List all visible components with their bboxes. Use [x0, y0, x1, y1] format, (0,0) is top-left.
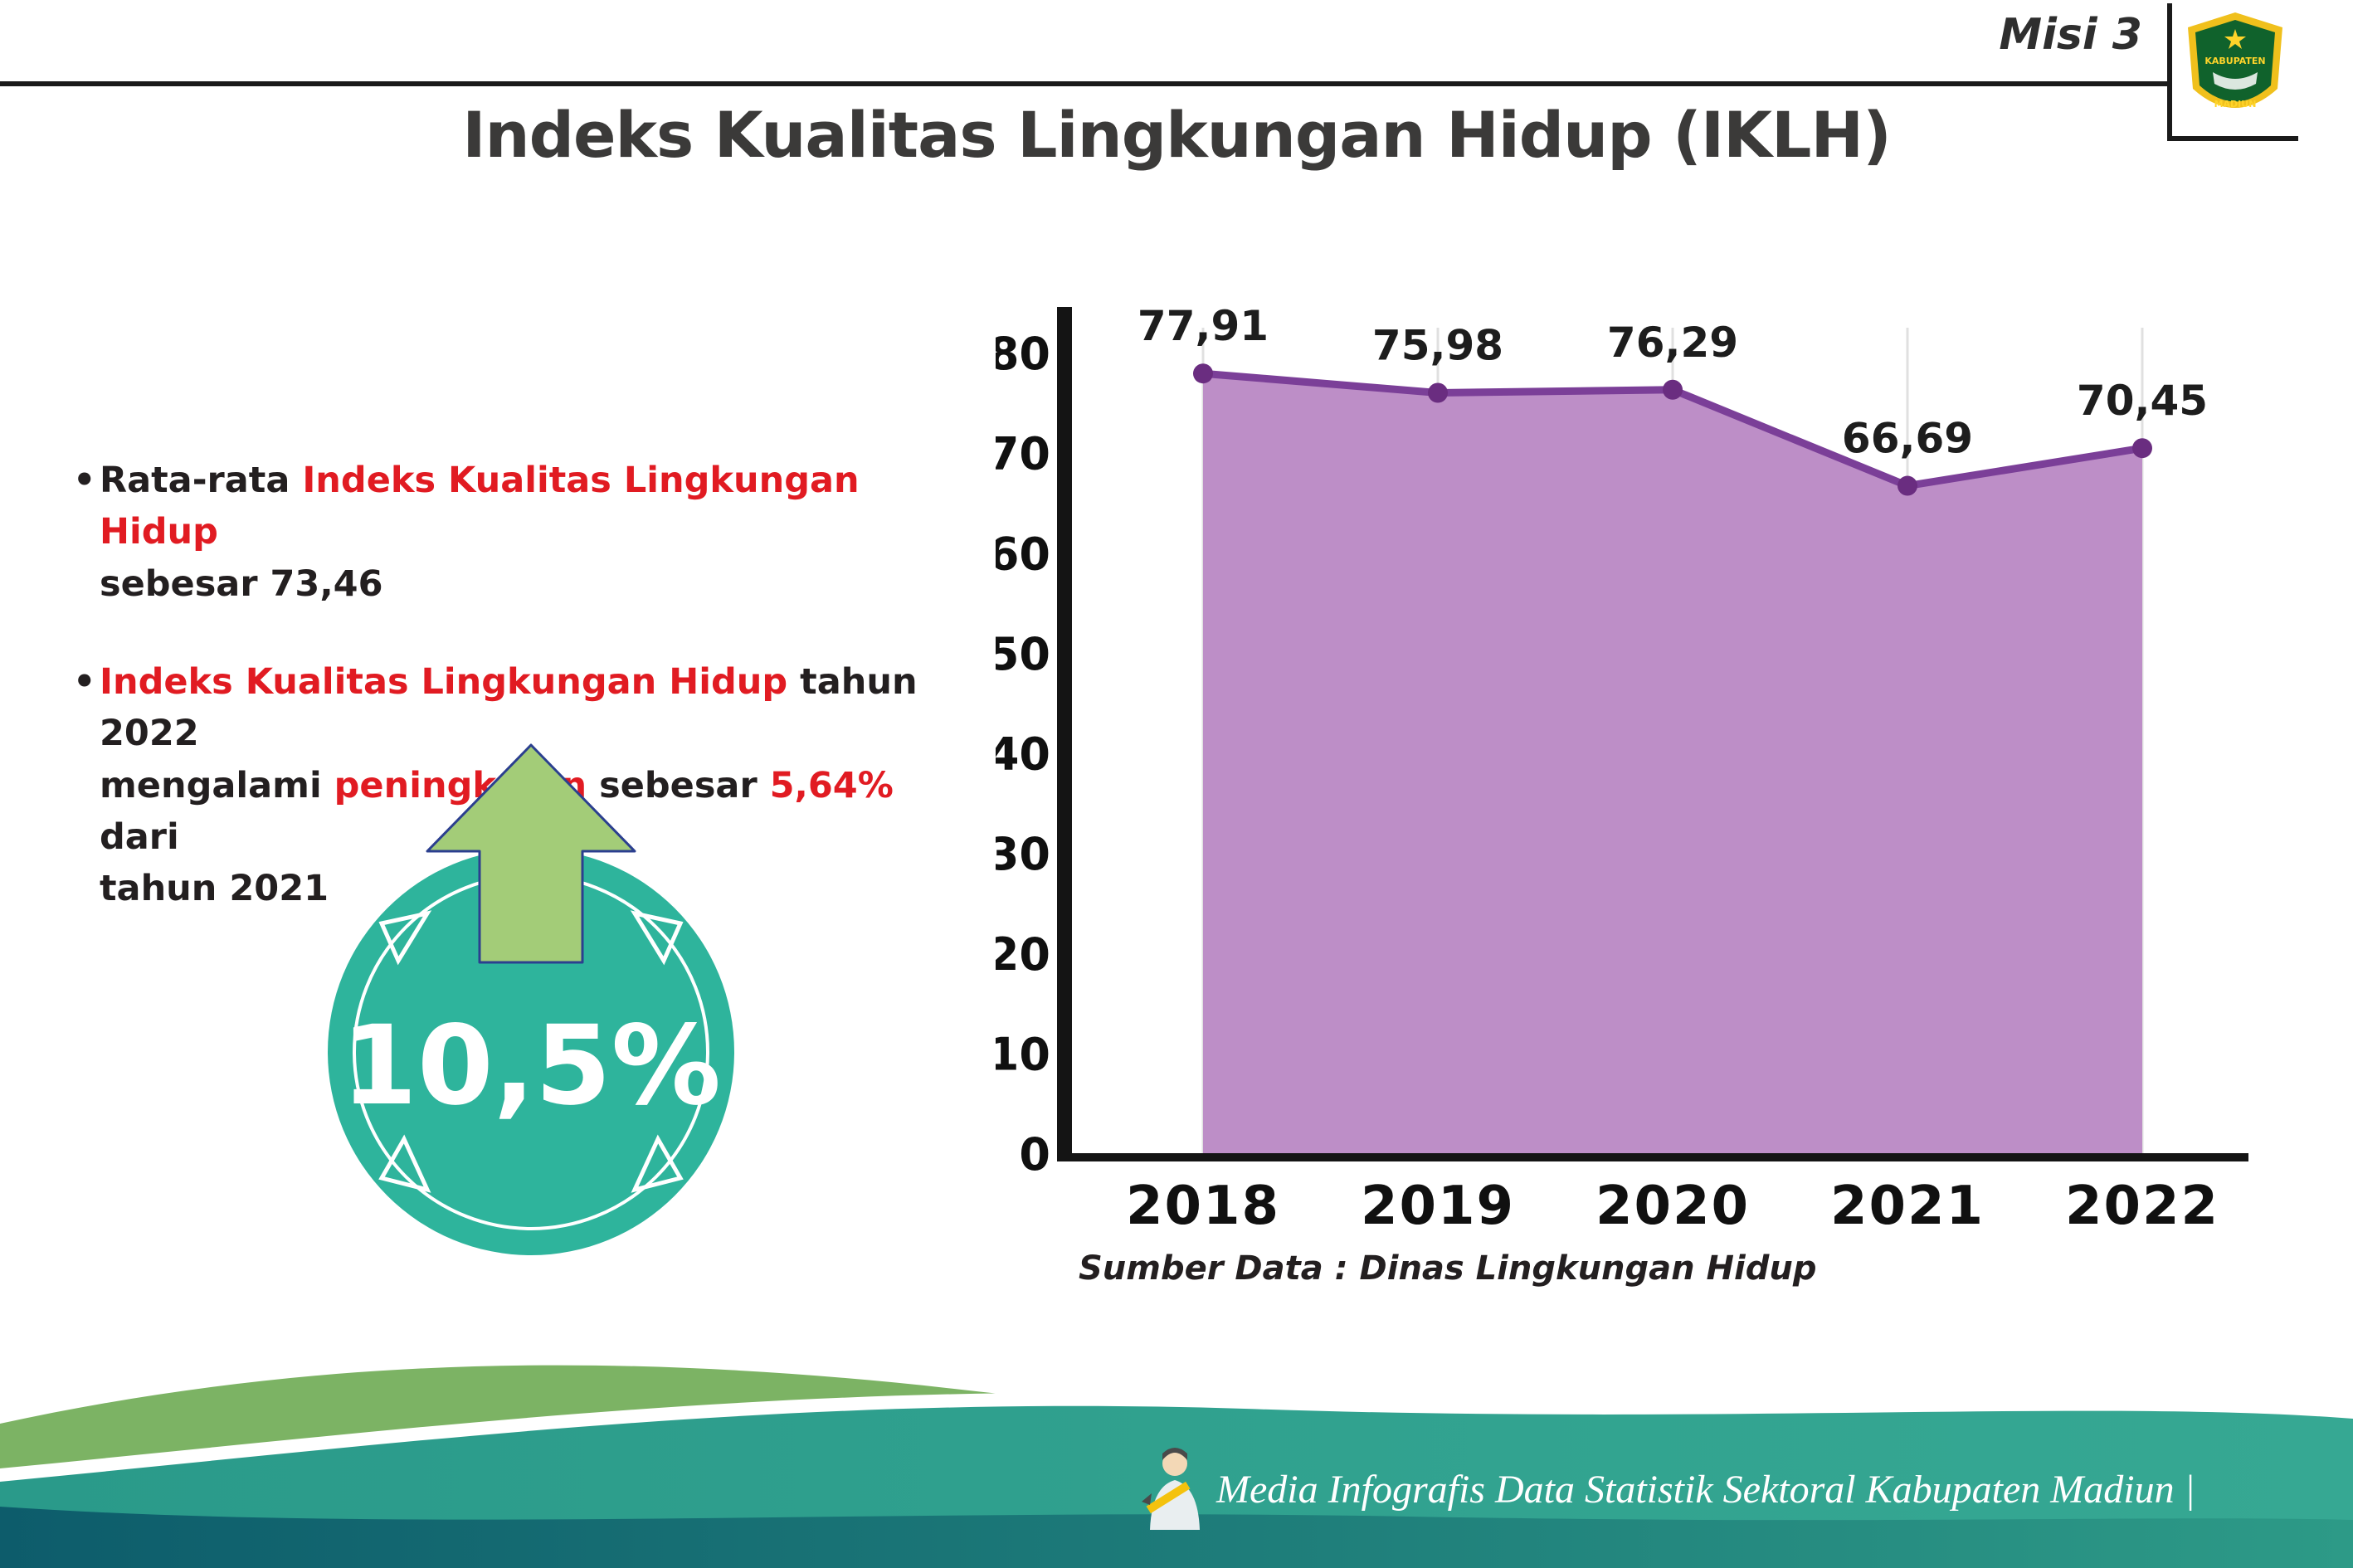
- top-divider: [0, 81, 2167, 86]
- value-label: 70,45: [2077, 377, 2208, 425]
- deco-triangle-ne: [630, 910, 684, 966]
- deco-triangle-se: [631, 1134, 684, 1193]
- bullet-item-average: • Rata-rata Indeks Kualitas Lingkungan Hi…: [73, 455, 977, 610]
- crest-banner: [2213, 72, 2258, 90]
- y-tick-label: 70: [996, 428, 1050, 480]
- crest-text-bottom: MADIUN: [2214, 99, 2257, 110]
- pencil-icon: [1146, 1481, 1191, 1514]
- y-tick-label: 80: [996, 328, 1050, 380]
- page-title: Indeks Kualitas Lingkungan Hidup (IKLH): [462, 98, 1892, 172]
- percent-circle: [328, 849, 734, 1255]
- footer-credit: Media Infografis Data Statistik Sektoral…: [1216, 1468, 2195, 1512]
- bullet-list: • Rata-rata Indeks Kualitas Lingkungan Hi…: [73, 455, 977, 962]
- value-label: 76,29: [1607, 319, 1738, 367]
- crest-star-icon: [2224, 29, 2246, 49]
- year-label: 2018: [1126, 1176, 1280, 1237]
- bullet-marker: •: [73, 661, 96, 704]
- wave-dark-strip: [0, 1507, 2353, 1568]
- misi-label: Misi 3: [1999, 10, 2142, 60]
- value-label: 77,91: [1138, 302, 1269, 350]
- y-tick-label: 40: [996, 728, 1050, 781]
- mascot-icon: [1142, 1448, 1200, 1530]
- bullet-text: Rata-rata Indeks Kualitas Lingkungan Hid…: [100, 460, 860, 605]
- bullet-marker: •: [73, 460, 96, 501]
- deco-triangle-nw: [378, 910, 432, 966]
- deco-triangle-sw: [378, 1134, 431, 1193]
- area-fill: [1203, 373, 2142, 1153]
- y-axis: [1057, 307, 1072, 1153]
- mascot-head: [1162, 1451, 1187, 1476]
- data-point: [1898, 475, 1917, 496]
- y-tick-label: 50: [996, 628, 1050, 680]
- data-point: [1663, 379, 1683, 400]
- year-label: 2019: [1361, 1176, 1515, 1237]
- mascot-hair: [1162, 1448, 1187, 1460]
- y-tick-label: 10: [996, 1028, 1050, 1080]
- bullet-text: Indeks Kualitas Lingkungan Hidup tahun 2…: [100, 661, 918, 910]
- arrow-up-icon: [426, 743, 636, 964]
- logo-frame: KABUPATEN MADIUN: [2167, 3, 2298, 141]
- data-point: [2132, 438, 2152, 459]
- year-label: 2020: [1595, 1176, 1750, 1237]
- year-label: 2022: [2065, 1176, 2219, 1237]
- x-axis: [1057, 1153, 2248, 1161]
- crest-text-top: KABUPATEN: [2204, 56, 2265, 66]
- mascot-body: [1150, 1480, 1200, 1530]
- year-label: 2021: [1830, 1176, 1985, 1237]
- kabupaten-madiun-logo: KABUPATEN MADIUN: [2188, 12, 2282, 110]
- y-tick-label: 60: [996, 528, 1050, 580]
- y-tick-label: 0: [1019, 1128, 1050, 1181]
- pencil-tip: [1142, 1493, 1152, 1505]
- value-label: 66,69: [1842, 415, 1973, 463]
- y-tick-label: 30: [996, 828, 1050, 880]
- percent-value: 10,5%: [341, 1002, 721, 1130]
- bullet-item-increase: • Indeks Kualitas Lingkungan Hidup tahun …: [73, 656, 977, 915]
- data-point: [1193, 363, 1213, 384]
- iklh-area-chart: 77,91 75,98 76,29 66,69 70,45 0 10 20 30 40 50 60 70…: [996, 302, 2248, 1237]
- source-note: Sumber Data : Dinas Lingkungan Hidup: [1079, 1249, 1817, 1288]
- data-point: [1428, 382, 1448, 403]
- increase-badge: 10,5%: [328, 743, 734, 1255]
- y-tick-label: 20: [996, 928, 1050, 981]
- value-label: 75,98: [1372, 321, 1503, 369]
